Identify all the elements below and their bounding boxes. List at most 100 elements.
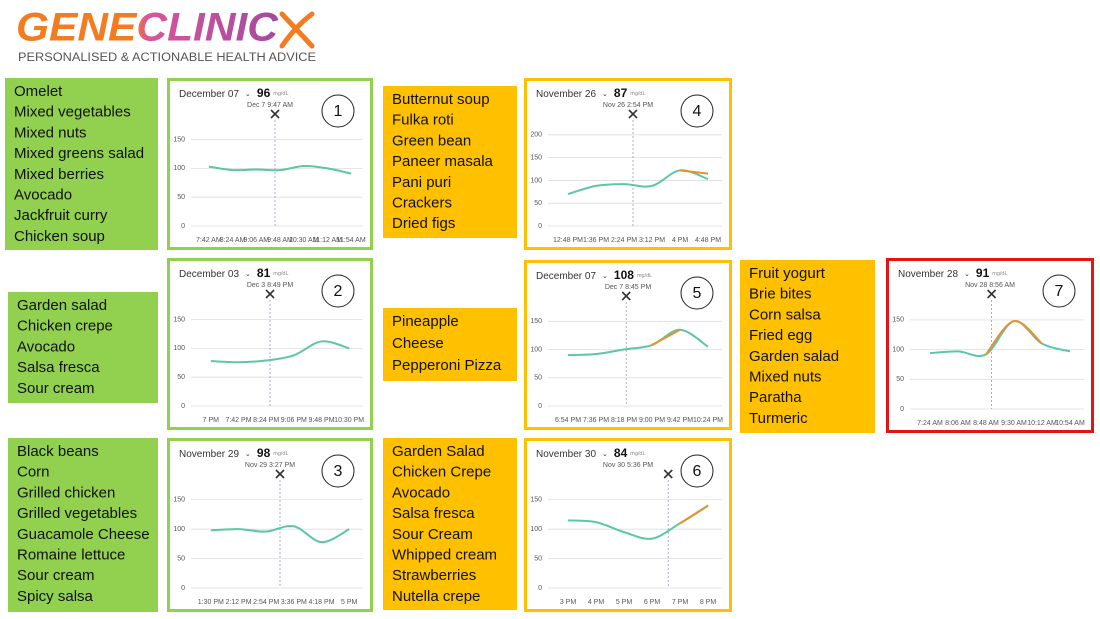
meal-icon: [663, 469, 673, 479]
reading: 87: [614, 86, 628, 100]
meal-box: [383, 438, 517, 610]
x-tick-label: 3 PM: [560, 599, 577, 606]
x-tick-label: 9:06 PM: [281, 417, 307, 424]
x-tick-label: 2:12 PM: [225, 599, 251, 606]
badge-number: 7: [1055, 283, 1064, 300]
food-item: Crackers: [392, 194, 452, 211]
reading: 91: [976, 266, 990, 280]
meal-icon: [270, 109, 280, 119]
reading: 98: [257, 446, 271, 460]
badge: [321, 454, 355, 488]
x-tick-label: 7 PM: [203, 417, 220, 424]
unit: mg/dL: [992, 271, 1007, 277]
badge-number: 2: [334, 283, 343, 300]
chart-header: December 07 ⌄ 108 mg/dL: [536, 268, 652, 282]
badge: [321, 274, 355, 308]
y-tick-label: 50: [177, 555, 185, 562]
x-tick-label: 10:30 AM: [289, 237, 319, 244]
y-tick-label: 50: [896, 376, 904, 383]
y-tick-label: 0: [538, 585, 542, 592]
glucose-line: [567, 328, 709, 357]
food-item: Avocado: [17, 338, 75, 355]
food-item: Mixed nuts: [14, 124, 87, 141]
chart-header: November 30 ⌄ 84 mg/dL: [536, 446, 646, 460]
meal-icon: [275, 469, 285, 479]
food-item: Brie bites: [749, 286, 812, 303]
x-tick-label: 7:42 AM: [196, 237, 222, 244]
y-tick-label: 100: [530, 177, 542, 184]
food-item: Dried figs: [392, 215, 455, 232]
x-tick-label: 10:30 PM: [334, 417, 364, 424]
badge-number: 3: [334, 463, 343, 480]
x-tick-label: 1:30 PM: [198, 599, 224, 606]
food-item: Grilled chicken: [17, 484, 115, 501]
food-item: Sour cream: [17, 567, 95, 584]
y-tick-label: 150: [530, 154, 542, 161]
y-tick-label: 150: [530, 497, 542, 504]
chart-header: December 03 ⌄ 81 mg/dL: [179, 266, 289, 280]
dropdown: ⌄: [245, 271, 251, 278]
food-item: Turmeric: [749, 410, 808, 427]
food-item: Butternut soup: [392, 91, 490, 108]
food-item: Sour Cream: [392, 526, 473, 543]
reading: 81: [257, 266, 271, 280]
food-item: Guacamole Cheese: [17, 526, 150, 543]
glucose-line: [679, 169, 709, 175]
dropdown: ⌄: [245, 91, 251, 98]
dropdown: ⌄: [602, 91, 608, 98]
y-tick-label: 0: [538, 403, 542, 410]
x-tick-label: 6:54 PM: [555, 417, 581, 424]
y-tick-label: 0: [181, 585, 185, 592]
glucose-line: [208, 165, 352, 175]
x-tick-label: 2:54 PM: [253, 599, 279, 606]
x-tick-label: 10:12 AM: [1027, 420, 1057, 427]
x-tick-label: 2:24 PM: [611, 237, 637, 244]
y-tick-label: 100: [173, 165, 185, 172]
glucose-line: [929, 320, 1071, 358]
meal-box: [383, 308, 517, 381]
x-tick-label: 3:36 PM: [281, 599, 307, 606]
meal-icon: [987, 289, 997, 299]
y-tick-label: 150: [173, 136, 185, 143]
food-item: Fulka roti: [392, 112, 454, 129]
food-item: Garden Salad: [392, 443, 485, 460]
chart-date: November 28: [898, 269, 958, 280]
chart-header: November 29 ⌄ 98 mg/dL: [179, 446, 289, 460]
logo-mark: [279, 11, 315, 49]
timestamp: Nov 29 3:27 PM: [245, 462, 295, 469]
dropdown: ⌄: [602, 451, 608, 458]
y-tick-label: 0: [181, 223, 185, 230]
x-tick-label: 5 PM: [341, 599, 358, 606]
chart-date: December 03: [179, 269, 239, 280]
food-item: Salsa fresca: [392, 505, 475, 522]
food-item: Mixed vegetables: [14, 104, 131, 121]
dropdown: ⌄: [245, 451, 251, 458]
x-tick-label: 7:24 AM: [917, 420, 943, 427]
x-tick-label: 3:12 PM: [639, 237, 665, 244]
glucose-line: [679, 504, 709, 525]
x-tick-label: 7:42 PM: [225, 417, 251, 424]
x-tick-label: 11:12 AM: [313, 237, 342, 244]
y-tick-label: 150: [173, 316, 185, 323]
y-tick-label: 150: [892, 317, 904, 324]
y-tick-label: 0: [181, 403, 185, 410]
y-tick-label: 100: [892, 346, 904, 353]
chart-header: November 26 ⌄ 87 mg/dL: [536, 86, 646, 100]
unit: mg/dL: [273, 451, 288, 457]
food-item: Black beans: [17, 443, 99, 460]
x-tick-label: 4:48 PM: [695, 237, 721, 244]
meal-box: [383, 86, 517, 238]
food-item: Green bean: [392, 132, 471, 149]
unit: mg/dL: [637, 273, 652, 279]
food-item: Chicken crepe: [17, 318, 113, 335]
badge-number: 6: [693, 463, 702, 480]
y-tick-label: 100: [530, 346, 542, 353]
chart-header: November 28 ⌄ 91 mg/dL: [898, 266, 1008, 280]
food-item: Paratha: [749, 389, 802, 406]
food-item: Garden salad: [17, 297, 107, 314]
x-tick-label: 8:24 PM: [253, 417, 279, 424]
badge-number: 4: [693, 103, 702, 120]
meal-icon: [628, 109, 638, 119]
reading: 96: [257, 86, 271, 100]
badge: [680, 454, 714, 488]
